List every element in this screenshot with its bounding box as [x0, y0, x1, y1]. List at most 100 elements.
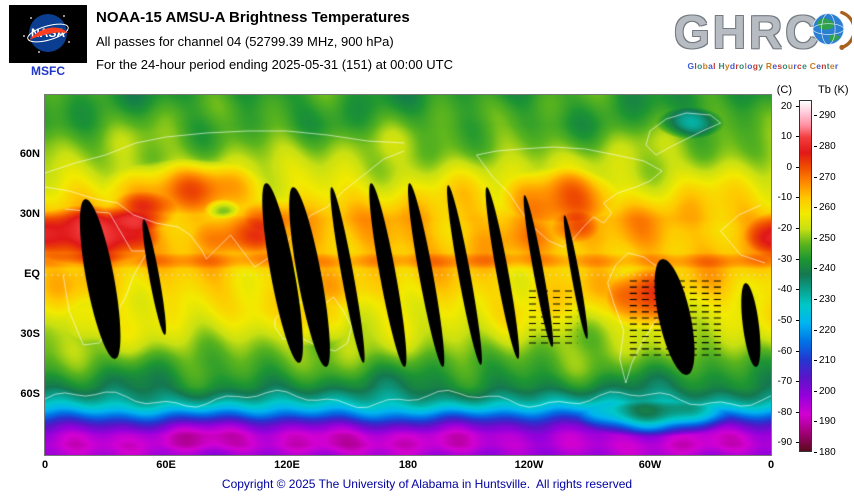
- ghrc-wordmark: GHRC: [674, 6, 822, 58]
- ghrc-tagline-letter: l: [744, 61, 748, 71]
- copyright-text: Copyright © 2025 The University of Alaba…: [221, 477, 633, 491]
- colorbar-celsius-tick-label: 20: [780, 100, 792, 112]
- brightness-temperature-map: [45, 95, 771, 455]
- lon-tick-label: 60W: [638, 459, 662, 471]
- colorbar-celsius-tick-label: -10: [777, 192, 792, 204]
- colorbar-kelvin-tick-label: 250: [819, 232, 836, 244]
- colorbar-kelvin-tick-label: 260: [819, 202, 836, 214]
- colorbar-tick-mark: [796, 289, 799, 291]
- colorbar-celsius-header: (C): [776, 84, 792, 96]
- ghrc-tagline-letter: r: [793, 61, 798, 71]
- ghrc-tagline-letter: b: [702, 61, 709, 71]
- lat-tick-label: 30S: [20, 328, 40, 340]
- colorbar-tick-mark: [796, 197, 799, 199]
- colorbar-celsius-tick-label: -50: [777, 314, 792, 326]
- colorbar-kelvin-header: Tb (K): [818, 84, 849, 96]
- colorbar-kelvin-tick-label: 210: [819, 355, 836, 367]
- ghrc-tagline-letter: y: [758, 61, 764, 71]
- ghrc-tagline-letter: o: [782, 61, 788, 71]
- ghrc-tagline-letter: c: [797, 61, 803, 71]
- ghrc-tagline-letter: r: [834, 61, 839, 71]
- page-title: NOAA-15 AMSU-A Brightness Temperatures: [96, 9, 410, 26]
- ghrc-tagline-letter: l: [694, 61, 698, 71]
- colorbar-tick-mark: [796, 350, 799, 352]
- colorbar-tick-mark: [796, 319, 799, 321]
- lon-tick-label: 120E: [274, 459, 300, 471]
- colorbar-tick-mark: [796, 136, 799, 138]
- lon-tick-label: 0: [767, 459, 775, 471]
- ghrc-tagline-letter: e: [772, 61, 778, 71]
- colorbar-celsius-tick-label: -80: [777, 406, 792, 418]
- ghrc-tagline-letter: G: [687, 61, 695, 71]
- ghrc-wordmark-row: GHRC: [674, 3, 852, 61]
- ghrc-tagline-letter: a: [708, 61, 714, 71]
- ghrc-tagline-letter: u: [787, 61, 794, 71]
- ghrc-tagline-letter: g: [752, 61, 759, 71]
- ghrc-tagline-letter: o: [739, 61, 745, 71]
- lon-tick-label: 180: [398, 459, 418, 471]
- colorbar-tick-mark: [814, 360, 817, 362]
- colorbar-kelvin-tick-label: 190: [819, 416, 836, 428]
- colorbar-celsius-tick-label: -60: [777, 345, 792, 357]
- colorbar-tick-mark: [814, 115, 817, 117]
- lat-tick-label: 60N: [19, 148, 40, 160]
- lat-tick-label: 30N: [19, 208, 40, 220]
- colorbar-tick-mark: [814, 145, 817, 147]
- map-frame: [44, 94, 772, 456]
- ghrc-tagline-letter: R: [765, 61, 773, 71]
- colorbar-kelvin-tick-label: 200: [819, 385, 836, 397]
- colorbar-tick-mark: [796, 258, 799, 260]
- colorbar-tick-mark: [796, 381, 799, 383]
- colorbar-tick-mark: [814, 237, 817, 239]
- colorbar-tick-mark: [796, 411, 799, 413]
- subtitle-channel: All passes for channel 04 (52799.39 MHz,…: [96, 34, 394, 49]
- colorbar-kelvin-tick-label: 270: [819, 171, 836, 183]
- colorbar-kelvin-tick-label: 290: [819, 110, 836, 122]
- colorbar-tick-mark: [796, 105, 799, 107]
- lon-tick-label: 120W: [514, 459, 544, 471]
- lat-tick-label: EQ: [24, 268, 40, 280]
- colorbar-kelvin-tick-label: 280: [819, 140, 836, 152]
- ghrc-tagline-letter: s: [777, 61, 783, 71]
- lon-tick-label: 0: [41, 459, 49, 471]
- colorbar: [799, 100, 812, 452]
- subtitle-period: For the 24-hour period ending 2025-05-31…: [96, 57, 453, 72]
- colorbar-celsius-tick-label: -40: [777, 284, 792, 296]
- colorbar-kelvin-tick-label: 180: [819, 447, 836, 458]
- colorbar-kelvin-tick-label: 240: [819, 263, 836, 275]
- colorbar-celsius-tick-label: 10: [780, 131, 792, 143]
- colorbar-tick-mark: [814, 298, 817, 300]
- colorbar-tick-mark: [814, 421, 817, 423]
- ghrc-tagline-letter: e: [802, 61, 808, 71]
- ghrc-globe-icon: [812, 10, 852, 50]
- colorbar-celsius-tick-label: 0: [786, 161, 792, 173]
- ghrc-tagline-letter: e: [829, 61, 835, 71]
- lon-tick-label: 60E: [156, 459, 176, 471]
- ghrc-tagline-letter: l: [713, 61, 716, 71]
- ghrc-logo: GHRC Global Hydrology Resource Center: [674, 3, 852, 71]
- colorbar-tick-mark: [814, 207, 817, 209]
- ghrc-tagline-letter: o: [747, 61, 753, 71]
- nasa-logo: NASA: [9, 5, 87, 63]
- colorbar-tick-mark: [796, 228, 799, 230]
- ghrc-tagline-letter: C: [809, 61, 817, 71]
- colorbar-tick-mark: [814, 268, 817, 270]
- colorbar-tick-mark: [814, 329, 817, 331]
- colorbar-kelvin-tick-label: 220: [819, 324, 836, 336]
- colorbar-tick-mark: [814, 176, 817, 178]
- ghrc-tagline-letter: d: [729, 61, 736, 71]
- colorbar-celsius-tick-label: -90: [777, 437, 792, 449]
- ghrc-tagline: Global Hydrology Resource Center: [674, 61, 852, 71]
- lat-tick-label: 60S: [20, 388, 40, 400]
- colorbar-tick-mark: [814, 390, 817, 392]
- colorbar-kelvin-tick-label: 230: [819, 293, 836, 305]
- nasa-center-label: MSFC: [31, 64, 65, 78]
- colorbar-celsius-tick-label: -20: [777, 223, 792, 235]
- ghrc-tagline-letter: y: [724, 61, 730, 71]
- ghrc-tagline-letter: n: [821, 61, 827, 71]
- colorbar-tick-mark: [796, 166, 799, 168]
- colorbar-celsius-tick-label: -70: [777, 376, 792, 388]
- ghrc-tagline-letter: r: [735, 61, 740, 71]
- colorbar-celsius-tick-label: -30: [777, 253, 792, 265]
